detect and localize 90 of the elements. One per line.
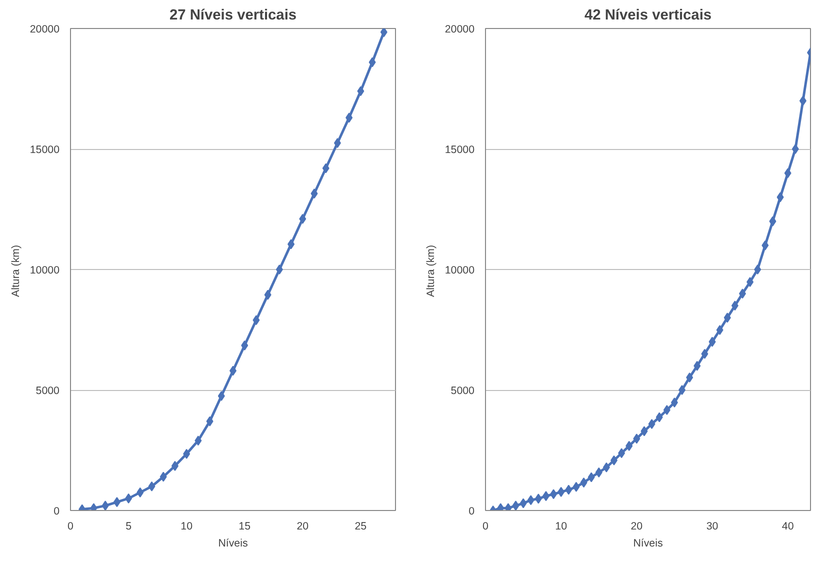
point: [334, 138, 341, 148]
point: [686, 372, 694, 382]
point: [276, 264, 283, 274]
point: [580, 478, 588, 488]
point: [160, 472, 167, 482]
point: [194, 436, 202, 446]
point: [708, 336, 716, 347]
point: [550, 489, 558, 500]
point: [241, 340, 248, 350]
point: [206, 416, 214, 426]
point: [322, 163, 330, 174]
point: [792, 144, 799, 154]
point: [648, 418, 656, 429]
y-tick-label: 20000: [444, 24, 475, 36]
point: [252, 315, 260, 326]
y-tick-label: 10000: [30, 264, 60, 276]
point: [724, 312, 731, 323]
x-tick-label: 10: [555, 520, 568, 532]
point: [380, 28, 388, 38]
point: [784, 168, 792, 178]
point: [346, 112, 353, 123]
point: [171, 460, 178, 471]
x-tick-label: 10: [180, 520, 193, 532]
x-tick-label: 25: [354, 520, 367, 532]
x-tick-label: 0: [68, 520, 74, 532]
x-tick-label: 30: [706, 520, 718, 532]
point: [565, 484, 572, 495]
point: [310, 188, 318, 199]
y-tick-label: 20000: [30, 24, 60, 36]
point: [656, 412, 663, 422]
point: [183, 448, 190, 459]
point: [701, 348, 708, 359]
x-tick-label: 0: [482, 520, 489, 532]
point: [762, 240, 769, 250]
x-tick-label: 20: [630, 520, 643, 532]
point: [588, 472, 595, 482]
point: [618, 448, 626, 458]
point: [633, 434, 640, 444]
point: [218, 391, 225, 402]
point: [754, 264, 762, 274]
point: [520, 498, 527, 508]
point: [542, 491, 550, 502]
y-tick-label: 0: [468, 506, 475, 518]
point: [799, 96, 806, 106]
point: [136, 487, 144, 498]
point: [694, 360, 701, 371]
y-tick-label: 10000: [444, 264, 475, 276]
point: [670, 398, 678, 408]
y-tick-label: 5000: [36, 385, 60, 397]
y-axis-title: Altura (km): [10, 244, 22, 298]
x-tick-label: 5: [126, 520, 132, 532]
point: [357, 86, 364, 96]
point: [368, 57, 376, 68]
chart-title: 27 Níveis verticais: [169, 8, 297, 24]
point: [527, 495, 534, 506]
point: [148, 481, 156, 492]
y-tick-label: 5000: [450, 385, 475, 397]
point: [102, 500, 109, 510]
point: [626, 440, 633, 451]
point: [288, 239, 295, 250]
chart-title: 42 Níveis verticais: [584, 8, 712, 24]
point: [610, 455, 618, 466]
y-tick-label: 15000: [30, 144, 60, 156]
y-axis-title: Altura (km): [424, 244, 437, 298]
x-tick-label: 15: [238, 520, 251, 532]
point: [746, 277, 754, 288]
x-tick-label: 20: [296, 520, 309, 532]
point: [113, 497, 120, 508]
point: [769, 216, 776, 226]
point: [534, 494, 542, 504]
y-tick-label: 15000: [444, 144, 475, 156]
point: [602, 462, 610, 472]
point: [678, 385, 686, 395]
point: [572, 482, 580, 492]
point: [731, 300, 738, 311]
point: [558, 486, 565, 497]
point: [264, 290, 272, 300]
point: [640, 426, 648, 436]
point: [738, 288, 746, 299]
x-tick-label: 40: [782, 520, 794, 532]
x-axis-title: Níveis: [633, 538, 663, 550]
point: [512, 500, 520, 510]
x-axis-title: Níveis: [218, 538, 248, 550]
point: [776, 192, 784, 202]
point: [125, 493, 132, 504]
point: [716, 324, 724, 335]
y-tick-label: 0: [54, 506, 60, 518]
point: [595, 467, 602, 478]
point: [663, 405, 670, 416]
point: [299, 214, 306, 224]
